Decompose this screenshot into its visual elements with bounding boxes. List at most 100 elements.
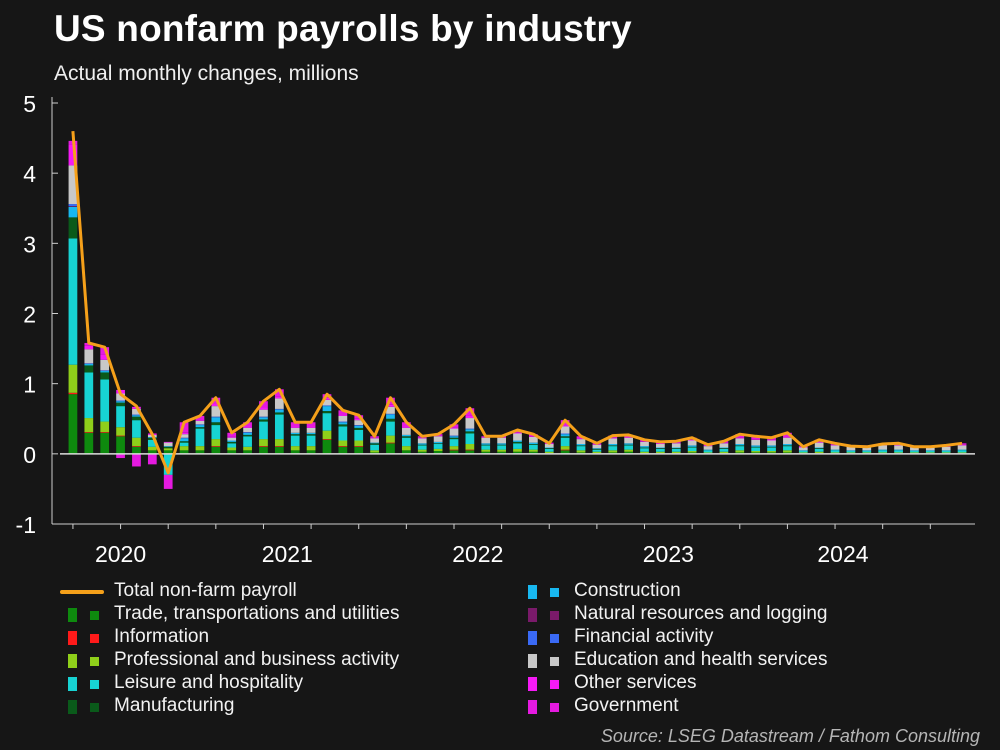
legend-swatch	[68, 677, 77, 691]
bar-segment-leisure	[783, 446, 792, 451]
bar-segment-government	[290, 422, 300, 427]
bar-segment-trade	[560, 450, 570, 454]
bar-segment-education	[656, 444, 665, 448]
bar-segment-construction	[84, 364, 94, 366]
bar-segment-other	[243, 426, 252, 428]
bar-segment-other	[195, 419, 205, 421]
bar-segment-education	[433, 436, 443, 442]
bar-segment-manufacturing	[433, 443, 443, 445]
bar-segment-professional	[687, 451, 697, 453]
bar-segment-leisure	[274, 414, 284, 440]
bar-segment-professional	[354, 440, 364, 447]
y-tick-label: -1	[16, 512, 36, 538]
bar-segment-manufacturing	[195, 427, 205, 429]
bar-segment-leisure	[735, 446, 745, 451]
bar-segment-education	[529, 436, 538, 443]
bar-segment-manufacturing	[100, 372, 110, 380]
bar-segment-other	[751, 439, 761, 440]
bar-segment-education	[608, 438, 618, 445]
bar-segment-government	[401, 422, 411, 427]
bar-segment-education	[910, 447, 919, 451]
bar-segment-education	[132, 408, 141, 415]
bar-segment-professional	[449, 446, 459, 450]
bar-segment-construction	[259, 417, 268, 420]
bar-segment-information	[338, 446, 348, 447]
bar-segment-education	[417, 438, 427, 444]
x-tick-label: 2022	[452, 541, 503, 567]
legend-label: Leisure and hospitality	[114, 672, 304, 693]
bar-segment-construction	[814, 447, 824, 449]
bar-segment-other	[306, 426, 316, 428]
bar-segment-information	[259, 446, 268, 447]
bar-segment-education	[386, 406, 395, 414]
legend-swatch	[68, 608, 77, 622]
bar-segment-government	[195, 415, 205, 420]
bar-segment-other	[656, 443, 665, 445]
bar-segment-manufacturing	[465, 431, 475, 434]
bar-segment-manufacturing	[227, 441, 237, 444]
bar-segment-leisure	[370, 444, 379, 451]
bar-segment-information	[274, 446, 284, 447]
bar-segment-leisure	[894, 450, 903, 453]
bar-segment-education	[624, 437, 633, 444]
bar-segment-other	[211, 404, 221, 407]
bar-segment-trade	[386, 443, 395, 454]
legend-swatch	[528, 631, 537, 645]
bar-segment-professional	[68, 364, 78, 393]
legend-swatch	[550, 634, 559, 643]
bar-segment-financial	[274, 408, 284, 410]
bar-segment-education	[290, 427, 300, 433]
bar-segment-trade	[306, 450, 316, 454]
bar-segment-education	[243, 427, 252, 433]
bar-segment-professional	[640, 451, 649, 454]
bar-segment-professional	[656, 451, 665, 454]
legend-label: Financial activity	[574, 626, 714, 647]
bar-segment-construction	[529, 442, 538, 445]
bar-segment-leisure	[830, 450, 840, 453]
bar-segment-education	[862, 446, 872, 451]
bar-segment-education	[179, 434, 189, 438]
bar-segment-information	[322, 439, 332, 440]
bar-segment-education	[544, 444, 554, 448]
bar-segment-leisure	[322, 413, 332, 431]
bar-segment-professional	[290, 446, 300, 451]
bar-segment-construction	[941, 450, 951, 452]
bar-segment-professional	[957, 452, 967, 454]
legend-swatch	[528, 585, 537, 599]
bar-segment-leisure	[529, 444, 538, 450]
bar-segment-education	[703, 446, 713, 450]
legend-swatch	[68, 631, 77, 645]
bar-segment-construction	[306, 432, 316, 435]
bar-segment-professional	[941, 452, 951, 454]
bar-segment-financial	[560, 433, 570, 435]
legend-swatch	[528, 677, 537, 691]
bar-segment-leisure	[132, 420, 141, 438]
bar-segment-education	[370, 438, 379, 443]
bar-segment-other	[338, 414, 348, 416]
bar-segment-construction	[783, 444, 792, 446]
bar-segment-leisure	[656, 448, 665, 452]
bar-segment-government	[513, 430, 522, 433]
y-tick-label: 2	[23, 302, 36, 328]
bar-segment-other	[957, 444, 967, 446]
bar-segment-professional	[386, 435, 395, 443]
bar-segment-other	[449, 427, 459, 429]
bar-segment-government	[163, 474, 173, 489]
bar-segment-government	[243, 422, 252, 427]
bar-segment-education	[481, 437, 491, 444]
axes-group: -1 0 1 2 3 4 5 2020 2021 2022 2023 2024	[16, 91, 975, 567]
bar-segment-professional	[925, 452, 935, 454]
bar-segment-financial	[195, 424, 205, 426]
bar-segment-leisure	[179, 442, 189, 447]
legend-label: Professional and business activity	[114, 649, 400, 670]
bar-segment-leisure	[687, 447, 697, 452]
bar-segment-construction	[274, 409, 284, 413]
bar-segment-manufacturing	[560, 436, 570, 438]
bar-segment-leisure	[910, 451, 919, 453]
bar-segment-education	[68, 165, 78, 205]
bar-segment-manufacturing	[481, 444, 491, 446]
bar-segment-professional	[798, 452, 808, 454]
bar-segment-trade	[179, 450, 189, 454]
bar-segment-manufacturing	[243, 434, 252, 437]
legend-swatch	[528, 700, 537, 714]
